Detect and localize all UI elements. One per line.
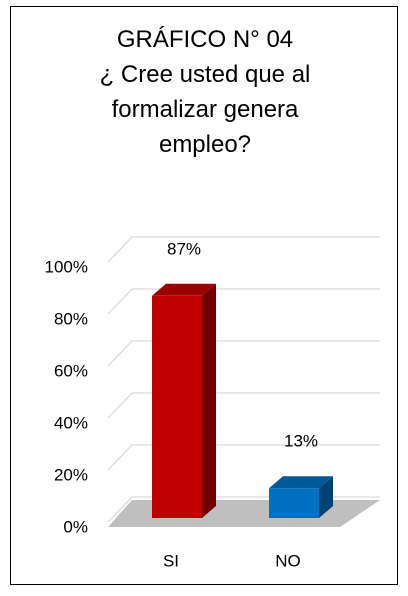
chart-subtitle: ¿ Cree usted que al formalizar genera em…	[99, 61, 311, 158]
bar	[152, 295, 202, 518]
y-tick-label: 20%	[54, 465, 88, 484]
value-label: 13%	[284, 432, 318, 451]
y-tick-label: 60%	[54, 361, 88, 380]
grid-line	[107, 340, 380, 367]
bar-top	[269, 476, 333, 489]
bar-side	[202, 283, 216, 518]
bar-top	[152, 283, 216, 296]
chart-title: GRÁFICO N° 04	[116, 26, 294, 53]
bar-side	[319, 476, 333, 518]
floor	[108, 500, 380, 527]
x-tick-label: NO	[275, 551, 301, 570]
frame	[10, 6, 398, 585]
y-tick-label: 100%	[45, 257, 88, 276]
x-tick-label: SI	[163, 551, 179, 570]
y-tick-label: 80%	[54, 309, 88, 328]
y-tick-label: 40%	[54, 413, 88, 432]
value-label: 87%	[167, 239, 201, 258]
grid-line	[107, 392, 380, 419]
bar	[269, 488, 319, 518]
grid-line	[107, 288, 380, 315]
y-tick-label: 0%	[63, 517, 88, 536]
grid-line	[107, 444, 380, 471]
grid-line	[107, 236, 380, 263]
title-block: GRÁFICO N° 04 ¿ Cree usted que al formal…	[70, 22, 340, 162]
